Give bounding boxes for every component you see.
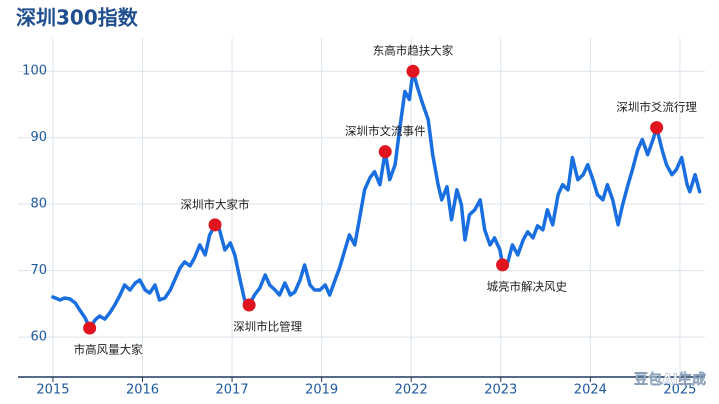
x-tick-label: 2025 (663, 383, 696, 398)
event-marker (496, 258, 510, 272)
annotation: 深圳市大家市 (181, 197, 250, 211)
x-tick-label: 2015 (36, 383, 69, 398)
watermark: 豆包AI生成 (634, 371, 706, 388)
x-tick-label: 2022 (395, 383, 428, 398)
annotation: 深圳市比管理 (233, 320, 302, 334)
y-tick-label: 80 (30, 197, 47, 212)
x-tick-label: 2019 (305, 383, 338, 398)
annotation: 深圳市文流事件 (345, 124, 426, 138)
event-marker (208, 218, 222, 232)
event-marker (242, 298, 256, 312)
annotation: 深圳市爻流行理 (616, 100, 697, 114)
annotation: 城亮市解决风史 (487, 279, 568, 293)
line (51, 69, 702, 330)
x-tick-label: 2017 (216, 383, 249, 398)
event-marker (378, 145, 392, 159)
event-marker (83, 321, 97, 335)
chart-title: 深圳300指数 (16, 6, 139, 30)
event-marker (650, 121, 664, 135)
y-tick-label: 60 (30, 330, 47, 345)
x-tick-label: 2016 (126, 383, 159, 398)
annotation: 东高市趋扶大家 (373, 44, 454, 58)
x-tick-label: 2024 (574, 383, 607, 398)
x-tick-label: 2023 (484, 383, 517, 398)
y-tick-label: 90 (30, 130, 47, 145)
event-marker (406, 64, 420, 78)
annotation: 市高风量大家 (74, 343, 143, 357)
y-tick-label: 100 (22, 64, 47, 79)
y-tick-label: 70 (30, 263, 47, 278)
